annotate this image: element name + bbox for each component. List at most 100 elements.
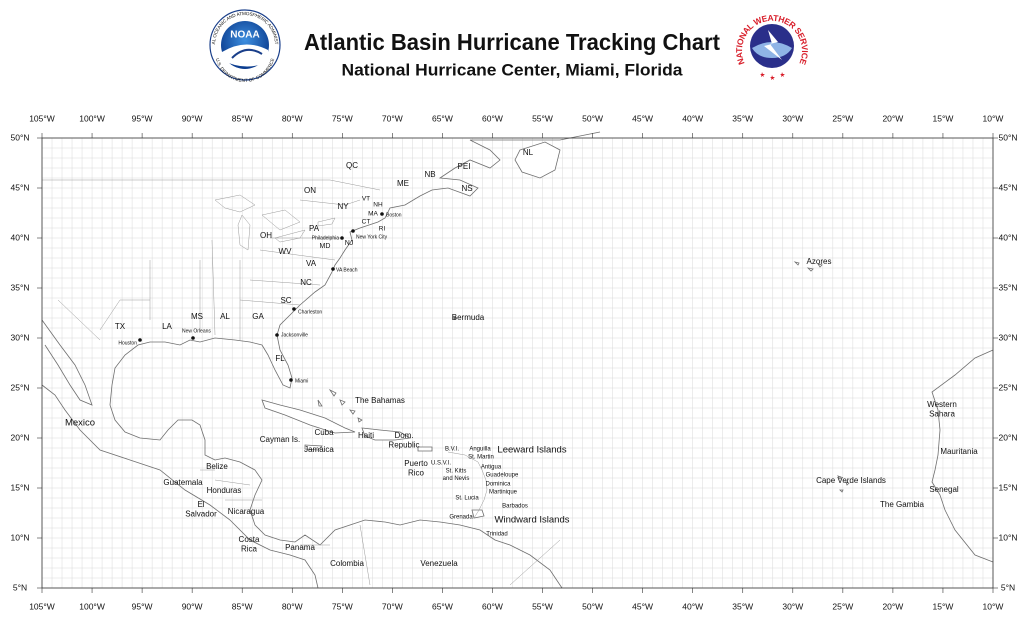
- place-label: The Gambia: [880, 500, 925, 509]
- coastline: [41, 319, 93, 406]
- place-label: CT: [362, 219, 371, 226]
- place-label: Nicaragua: [228, 507, 265, 516]
- latitude-label: 45°N: [999, 182, 1018, 192]
- subtitle: National Hurricane Center, Miami, Florid…: [342, 60, 684, 79]
- place-label: Martinique: [489, 490, 518, 496]
- place-label: Honduras: [207, 486, 242, 495]
- coastline: [109, 131, 601, 589]
- longitude-label: 75°W: [332, 601, 353, 611]
- place-label: OH: [260, 231, 272, 240]
- place-label: Haiti: [358, 431, 374, 440]
- place-label: MA: [368, 211, 378, 218]
- place-label: QC: [346, 161, 358, 170]
- place-label: Guatemala: [163, 478, 203, 487]
- longitude-label: 25°W: [832, 601, 853, 611]
- noaa-logo: NOAA NATIONAL OCEANIC AND ATMOSPHERIC AD…: [0, 0, 281, 83]
- nws-logo: NATIONAL WEATHER SERVICE: [734, 13, 810, 80]
- place-label: Leeward Islands: [497, 445, 566, 456]
- place-label: Trinidad: [486, 532, 507, 538]
- place-label: Salvador: [185, 510, 217, 519]
- longitude-label: 90°W: [182, 601, 203, 611]
- place-label: Costa: [239, 535, 260, 544]
- place-label: Cape Verde Islands: [816, 476, 886, 485]
- longitude-label: 50°W: [582, 601, 603, 611]
- place-label: Grenada: [449, 515, 473, 521]
- longitude-label: 60°W: [482, 601, 503, 611]
- city-dot: [331, 267, 335, 271]
- longitude-label: 10°W: [983, 113, 1004, 123]
- latitude-label: 45°N: [11, 182, 30, 192]
- island-chain: [447, 451, 488, 519]
- axis-labels: 105°W 105°W 100°W 100°W 95°W 95°W 90°W 90°W 85°W…: [11, 113, 1018, 611]
- place-label: NJ: [345, 240, 354, 247]
- place-label: NY: [337, 202, 349, 211]
- city-dot: [380, 212, 384, 216]
- longitude-label: 35°W: [732, 601, 753, 611]
- island: [261, 399, 356, 434]
- longitude-label: 40°W: [682, 601, 703, 611]
- place-label: Boston: [386, 212, 402, 218]
- longitude-label: 105°W: [29, 113, 55, 123]
- island: [361, 427, 412, 441]
- longitude-label: 70°W: [382, 601, 403, 611]
- place-label: RI: [379, 226, 386, 233]
- longitude-label: 95°W: [132, 113, 153, 123]
- place-label: Puerto: [404, 459, 428, 468]
- latitude-label: 35°N: [11, 282, 30, 292]
- place-label: Barbados: [502, 504, 528, 510]
- place-label: Mexico: [65, 418, 95, 429]
- place-label: Rico: [408, 469, 425, 478]
- longitude-label: 15°W: [933, 601, 954, 611]
- island: [837, 475, 850, 493]
- longitude-label: 30°W: [782, 601, 803, 611]
- longitude-label: 45°W: [632, 601, 653, 611]
- place-label: Azores: [807, 257, 832, 266]
- place-label: Guadeloupe: [486, 473, 519, 479]
- latitude-label: 20°N: [999, 432, 1018, 442]
- latitude-label: 40°N: [999, 232, 1018, 242]
- place-label: New York City: [356, 234, 388, 240]
- place-label: The Bahamas: [355, 396, 405, 405]
- place-label: Senegal: [929, 485, 959, 494]
- place-label: El: [197, 500, 204, 509]
- city-dot: [340, 236, 344, 240]
- place-label: New Orleans: [182, 328, 211, 334]
- place-label: Philadelphia: [312, 235, 339, 241]
- place-label: VT: [362, 196, 370, 203]
- longitude-label: 100°W: [79, 601, 105, 611]
- place-label: MS: [191, 312, 203, 321]
- longitude-label: 20°W: [882, 601, 903, 611]
- place-label: St. Martin: [468, 455, 494, 461]
- latitude-label: 40°N: [11, 232, 30, 242]
- place-label: Antigua: [481, 465, 502, 471]
- city-dot: [351, 229, 355, 233]
- longitude-label: 100°W: [79, 113, 105, 123]
- map-frame: [41, 137, 994, 589]
- latitude-label: 15°N: [11, 482, 30, 492]
- place-label: NC: [300, 278, 312, 287]
- latitude-label: 35°N: [999, 282, 1018, 292]
- place-label: VA Beach: [336, 267, 358, 273]
- coastline: [41, 384, 319, 589]
- longitude-label: 35°W: [732, 113, 753, 123]
- longitude-label: 75°W: [332, 113, 353, 123]
- longitude-label: 60°W: [482, 113, 503, 123]
- place-label: Jacksonville: [281, 332, 308, 338]
- place-label: AL: [220, 312, 230, 321]
- place-label: Republic: [388, 441, 419, 450]
- coastline: [931, 349, 994, 563]
- longitude-label: 25°W: [832, 113, 853, 123]
- place-label: Cuba: [314, 428, 334, 437]
- latitude-label: 25°N: [11, 382, 30, 392]
- longitude-label: 65°W: [432, 601, 453, 611]
- place-label: Mauritania: [940, 447, 978, 456]
- place-label: Miami: [295, 378, 308, 384]
- graticule: [41, 137, 994, 589]
- latitude-label: 20°N: [11, 432, 30, 442]
- place-label: VA: [306, 259, 317, 268]
- longitude-label: 10°W: [983, 601, 1004, 611]
- place-label: ME: [397, 179, 409, 188]
- latitude-label: 50°N: [11, 132, 30, 142]
